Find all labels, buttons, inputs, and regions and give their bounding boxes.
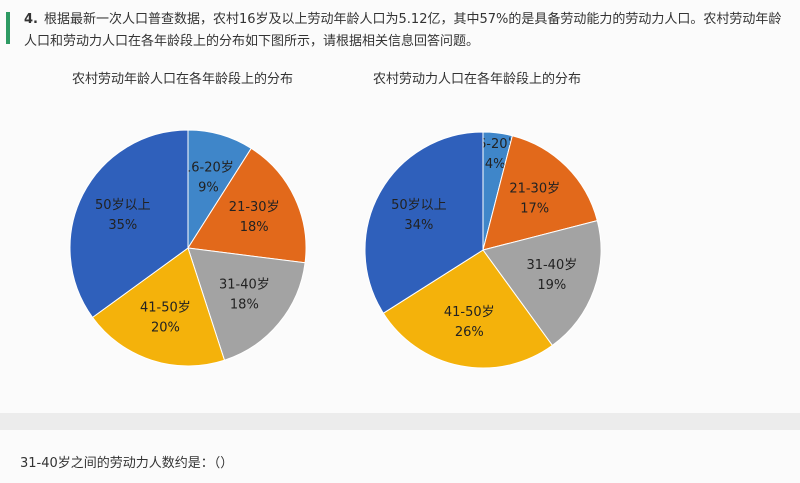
category-label: 50岁以上 bbox=[391, 198, 447, 213]
data-label: 20% bbox=[151, 321, 180, 336]
pie-slice-31-40岁 bbox=[482, 220, 602, 347]
category-label: 31-40岁 bbox=[526, 258, 577, 273]
question-body: 根据最新一次人口普查数据，农村16岁及以上劳动年龄人口为5.12亿，其中57%的… bbox=[24, 12, 782, 49]
section-divider bbox=[0, 413, 800, 430]
data-label: 35% bbox=[108, 218, 137, 233]
pie-charts: 16-20岁 9% 21-30岁 18% 31-40岁 18% 41-50岁 20% 50岁以上… bbox=[69, 129, 602, 369]
pie-slice-21-30岁 bbox=[482, 135, 598, 251]
data-label: 34% bbox=[404, 218, 433, 233]
data-label: 19% bbox=[537, 278, 566, 293]
category-label: 31-40岁 bbox=[219, 278, 270, 293]
data-label: 18% bbox=[240, 220, 269, 235]
category-label: 41-50岁 bbox=[444, 305, 495, 320]
chart-title-right: 农村劳动力人口在各年龄段上的分布 bbox=[373, 72, 582, 87]
question-marker bbox=[6, 12, 10, 44]
category-label: 16-20岁 bbox=[183, 161, 234, 176]
data-label: 18% bbox=[230, 298, 259, 313]
pie-slice-50岁以上 bbox=[364, 131, 484, 314]
pie-slice-41-50岁 bbox=[382, 249, 554, 369]
pie-slice-41-50岁 bbox=[91, 247, 226, 367]
data-label: 26% bbox=[455, 325, 484, 340]
data-label: 4% bbox=[485, 157, 506, 172]
sub-question: 31-40岁之间的劳动力人数约是：（） bbox=[20, 456, 234, 471]
data-label: 17% bbox=[520, 201, 549, 216]
data-label: 9% bbox=[198, 181, 219, 196]
question-text: 4. 根据最新一次人口普查数据，农村16岁及以上劳动年龄人口为5.12亿，其中57… bbox=[24, 9, 794, 53]
category-label: 21-30岁 bbox=[229, 200, 280, 215]
category-label: 50岁以上 bbox=[95, 198, 151, 213]
pie-slice-21-30岁 bbox=[187, 147, 307, 264]
category-label: 21-30岁 bbox=[509, 181, 560, 196]
pie-slice-50岁以上 bbox=[69, 129, 189, 319]
category-label: 41-50岁 bbox=[140, 301, 191, 316]
question-number: 4. bbox=[24, 12, 38, 27]
chart-title-left: 农村劳动年龄人口在各年龄段上的分布 bbox=[72, 72, 294, 87]
pie-slice-31-40岁 bbox=[187, 247, 306, 361]
